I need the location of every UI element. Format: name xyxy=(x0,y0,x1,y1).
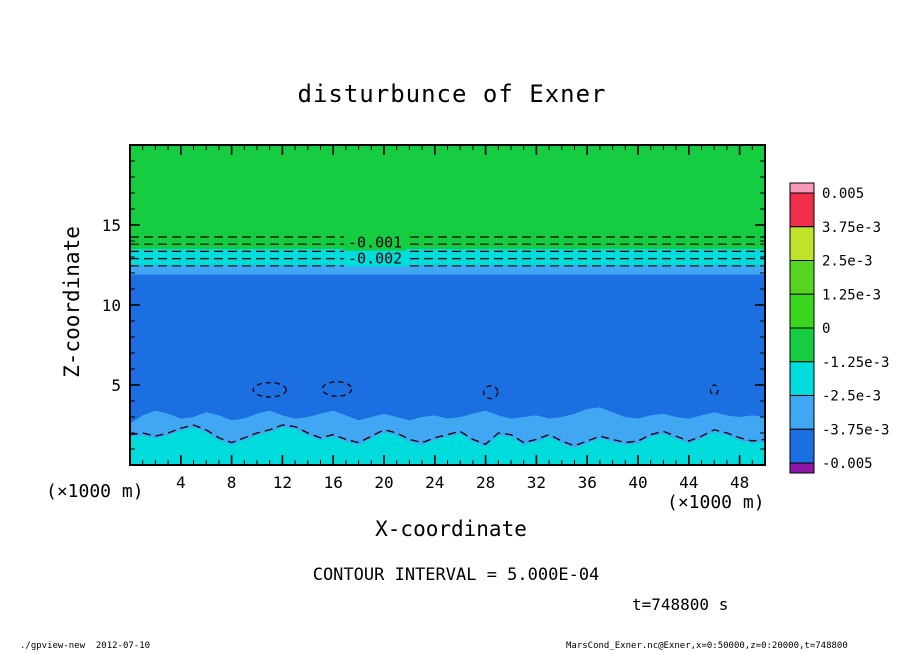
svg-text:-2.5e-3: -2.5e-3 xyxy=(822,389,881,405)
svg-text:36: 36 xyxy=(578,473,597,492)
svg-text:20: 20 xyxy=(374,473,393,492)
plot-fills xyxy=(130,145,765,465)
x-axis-unit-label: (×1000 m) xyxy=(667,492,765,513)
footer-data-source: MarsCond_Exner.nc@Exner,x=0:50000,z=0:20… xyxy=(566,641,848,651)
svg-text:-1.25e-3: -1.25e-3 xyxy=(822,355,889,371)
contour-interval-text: CONTOUR INTERVAL = 5.000E-04 xyxy=(312,565,600,585)
svg-text:32: 32 xyxy=(527,473,546,492)
svg-text:-3.75e-3: -3.75e-3 xyxy=(822,422,889,438)
svg-text:15: 15 xyxy=(102,216,121,235)
svg-text:44: 44 xyxy=(679,473,698,492)
chart-title: disturbunce of Exner xyxy=(297,80,607,108)
colorbar: 0.005 3.75e-3 2.5e-3 1.25e-3 0 -1.25e-3 -2.5e-… xyxy=(789,182,889,474)
plot-frame xyxy=(129,144,766,466)
svg-text:4: 4 xyxy=(176,473,186,492)
y-axis-unit-label: (×1000 m) xyxy=(46,481,144,502)
svg-text:-0.005: -0.005 xyxy=(822,456,873,472)
contour-value-labels: -0.001-0.002 xyxy=(344,234,407,268)
svg-text:16: 16 xyxy=(324,473,343,492)
footer-tool-version: ./gpview-new 2012-07-10 xyxy=(20,641,151,651)
svg-text:28: 28 xyxy=(476,473,495,492)
svg-text:48: 48 xyxy=(730,473,749,492)
svg-text:10: 10 xyxy=(102,296,121,315)
svg-text:0.005: 0.005 xyxy=(822,186,864,202)
svg-text:-0.002: -0.002 xyxy=(348,250,402,268)
svg-text:0: 0 xyxy=(822,321,830,337)
svg-text:40: 40 xyxy=(628,473,647,492)
svg-text:5: 5 xyxy=(111,376,121,395)
svg-text:12: 12 xyxy=(273,473,292,492)
svg-text:8: 8 xyxy=(227,473,237,492)
svg-text:1.25e-3: 1.25e-3 xyxy=(822,287,881,303)
svg-text:24: 24 xyxy=(425,473,444,492)
svg-text:2.5e-3: 2.5e-3 xyxy=(822,254,873,270)
x-axis-label: X-coordinate xyxy=(375,517,527,541)
svg-text:3.75e-3: 3.75e-3 xyxy=(822,220,881,236)
svg-text:-0.001: -0.001 xyxy=(348,234,402,252)
y-axis-label: Z-coordinate xyxy=(60,226,84,378)
time-annotation: t=748800 s xyxy=(632,595,729,614)
